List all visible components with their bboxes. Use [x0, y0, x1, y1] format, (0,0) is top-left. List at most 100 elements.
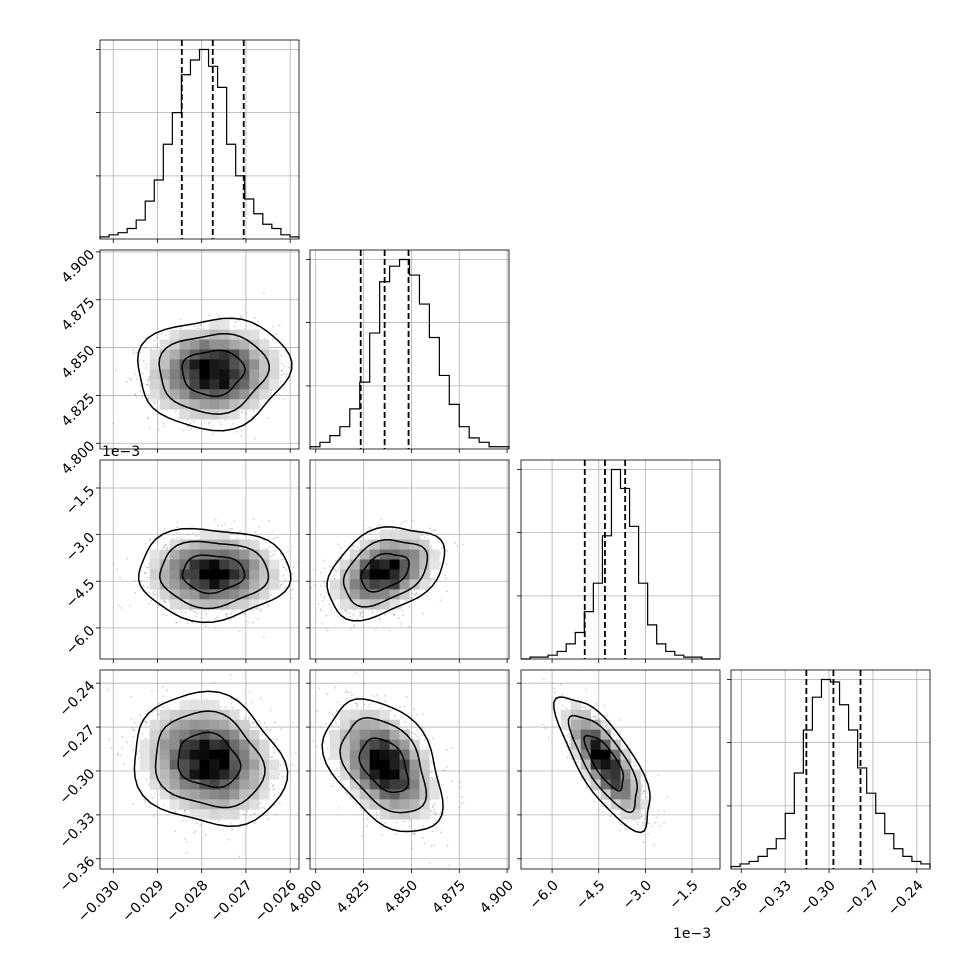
density-cell	[169, 389, 180, 400]
sample-point	[429, 570, 432, 573]
sample-point	[151, 400, 153, 402]
sample-point	[304, 609, 306, 611]
sample-point	[275, 333, 277, 336]
sample-point	[430, 547, 433, 550]
density-cell	[179, 369, 190, 380]
sample-point	[193, 420, 195, 423]
sample-point	[148, 602, 151, 605]
density-cell	[149, 389, 160, 400]
density-layer	[112, 518, 299, 639]
density-cell	[249, 369, 260, 380]
sample-point	[290, 589, 293, 591]
sample-point	[147, 379, 150, 382]
density-cell	[219, 379, 230, 390]
density-cell	[159, 559, 170, 570]
sample-point	[192, 531, 195, 534]
density-cell	[229, 549, 240, 560]
density-cell	[379, 549, 390, 560]
sample-point	[388, 629, 391, 632]
sample-point	[110, 746, 113, 749]
density-cell	[249, 379, 260, 390]
density-cell	[259, 579, 270, 590]
scatter-panel-2-1	[304, 459, 510, 663]
sample-point	[415, 592, 418, 595]
sample-point	[165, 601, 167, 604]
density-cell	[159, 359, 170, 370]
sample-point	[87, 366, 89, 368]
sample-point	[285, 373, 288, 376]
sample-point	[402, 614, 405, 617]
density-cells	[329, 529, 440, 610]
scatter-panel-1-0	[87, 249, 300, 453]
histogram-step-line	[730, 678, 931, 869]
sample-point	[326, 629, 329, 632]
sample-point	[117, 753, 119, 756]
sample-point	[415, 591, 417, 594]
density-cell	[149, 379, 160, 390]
sample-point	[283, 586, 286, 589]
sample-point	[323, 567, 326, 570]
sample-point	[427, 534, 429, 537]
density-cell	[409, 529, 420, 540]
sample-point	[231, 528, 234, 530]
sample-point	[112, 422, 115, 425]
sample-point	[176, 536, 179, 539]
sample-point	[352, 545, 355, 548]
density-cell	[369, 539, 380, 550]
sample-point	[393, 613, 396, 616]
density-cell	[149, 349, 160, 360]
density-cell	[349, 589, 361, 600]
density-cell	[179, 589, 190, 600]
sample-point	[162, 613, 165, 616]
density-cell	[239, 599, 250, 610]
sample-point	[384, 613, 387, 616]
density-cell	[399, 529, 410, 540]
sample-point	[392, 612, 395, 615]
sample-point	[411, 592, 414, 595]
density-cell	[179, 569, 190, 580]
sample-point	[245, 312, 248, 314]
sample-point	[230, 618, 233, 621]
density-cell	[229, 579, 240, 590]
sample-point	[176, 526, 179, 528]
sample-point	[229, 527, 232, 530]
density-cell	[239, 549, 250, 560]
density-cell	[209, 549, 220, 560]
sample-point	[438, 541, 441, 543]
sample-point	[430, 578, 432, 581]
density-cell	[149, 569, 160, 580]
sample-point	[157, 428, 160, 431]
sample-point	[346, 611, 349, 614]
sample-point	[139, 588, 142, 590]
density-cell	[229, 369, 240, 380]
sample-point	[146, 567, 149, 569]
density-cell	[419, 579, 430, 590]
sample-point	[144, 347, 147, 349]
sample-point	[310, 586, 312, 589]
sample-point	[233, 616, 236, 619]
density-cell	[159, 589, 170, 600]
sample-point	[239, 530, 241, 532]
density-cell	[209, 579, 220, 590]
sample-point	[189, 422, 192, 425]
density-cell	[249, 389, 260, 400]
sample-point	[166, 548, 168, 550]
sample-point	[153, 339, 156, 342]
sample-point	[430, 545, 432, 547]
sample-point	[265, 814, 268, 817]
sample-point	[290, 597, 293, 600]
sample-point	[139, 352, 142, 354]
density-cell	[179, 349, 190, 360]
sample-point	[180, 610, 183, 613]
sample-point	[271, 338, 274, 341]
density-layer	[107, 674, 297, 858]
sample-point	[175, 622, 178, 624]
sample-point	[144, 542, 147, 545]
density-cell	[409, 569, 420, 580]
sample-point	[182, 429, 185, 432]
sample-point	[145, 721, 148, 723]
sample-point	[340, 546, 342, 549]
sample-point	[244, 411, 247, 414]
density-cell	[159, 579, 170, 590]
